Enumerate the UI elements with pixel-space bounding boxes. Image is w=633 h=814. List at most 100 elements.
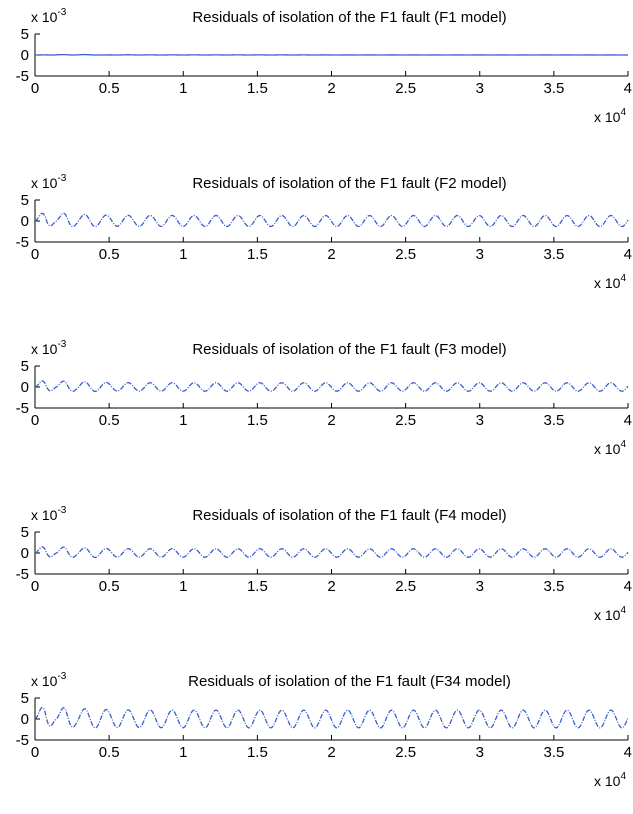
x-tick-label: 0: [31, 744, 39, 761]
x-tick-label: 3: [476, 246, 484, 263]
x-tick-label: 1: [179, 246, 187, 263]
x-tick-label: 0: [31, 412, 39, 429]
y-tick-label: 5: [21, 690, 29, 707]
x-scale-exponent: 4: [620, 273, 626, 284]
y-tick-label: 0: [21, 213, 29, 230]
x-tick-label: 3.5: [543, 412, 564, 429]
y-scale-exponent: -3: [57, 339, 66, 350]
y-tick-label: 5: [21, 26, 29, 43]
y-scale-label: x 10-3: [31, 671, 67, 689]
y-tick-label: -5: [16, 400, 29, 417]
x-scale-base: x 10: [594, 109, 621, 125]
y-scale-exponent: -3: [57, 173, 66, 184]
x-scale-label: x 104: [594, 605, 626, 623]
y-tick-label: 5: [21, 192, 29, 209]
x-tick-label: 2: [327, 578, 335, 595]
x-tick-label: 1: [179, 80, 187, 97]
y-tick-label: -5: [16, 234, 29, 251]
y-scale-label: x 10-3: [31, 173, 67, 191]
y-scale-label: x 10-3: [31, 7, 67, 25]
y-tick-label: 0: [21, 47, 29, 64]
x-tick-label: 0.5: [99, 744, 120, 761]
residual-series-line: [34, 212, 629, 228]
x-tick-label: 3.5: [543, 246, 564, 263]
x-scale-label: x 104: [594, 107, 626, 125]
subplot-5: Residuals of isolation of the F1 fault (…: [16, 671, 632, 789]
x-scale-label: x 104: [594, 439, 626, 457]
y-tick-label: -5: [16, 566, 29, 583]
chart-title: Residuals of isolation of the F1 fault (…: [192, 507, 506, 524]
x-tick-label: 3: [476, 412, 484, 429]
x-tick-label: 0.5: [99, 246, 120, 263]
chart-title: Residuals of isolation of the F1 fault (…: [188, 673, 511, 690]
x-tick-label: 4: [624, 80, 632, 97]
chart-title: Residuals of isolation of the F1 fault (…: [192, 175, 506, 192]
y-scale-exponent: -3: [57, 7, 66, 18]
y-tick-label: 5: [21, 358, 29, 375]
x-tick-label: 0.5: [99, 412, 120, 429]
subplot-2: Residuals of isolation of the F1 fault (…: [16, 173, 632, 291]
x-scale-label: x 104: [594, 273, 626, 291]
x-tick-label: 3.5: [543, 80, 564, 97]
x-tick-label: 3.5: [543, 744, 564, 761]
x-scale-base: x 10: [594, 275, 621, 291]
x-tick-label: 3: [476, 578, 484, 595]
x-tick-label: 4: [624, 412, 632, 429]
y-scale-base: x 10: [31, 175, 58, 191]
x-tick-label: 0: [31, 80, 39, 97]
x-tick-label: 0: [31, 578, 39, 595]
x-scale-base: x 10: [594, 607, 621, 623]
y-tick-label: -5: [16, 732, 29, 749]
y-tick-label: 0: [21, 545, 29, 562]
subplot-3: Residuals of isolation of the F1 fault (…: [16, 339, 632, 457]
x-tick-label: 2: [327, 744, 335, 761]
x-tick-label: 1: [179, 744, 187, 761]
x-tick-label: 4: [624, 744, 632, 761]
x-scale-exponent: 4: [620, 605, 626, 616]
x-scale-exponent: 4: [620, 107, 626, 118]
x-tick-label: 1.5: [247, 744, 268, 761]
y-scale-exponent: -3: [57, 505, 66, 516]
y-tick-label: 0: [21, 379, 29, 396]
x-tick-label: 0.5: [99, 578, 120, 595]
x-tick-label: 2.5: [395, 578, 416, 595]
y-tick-label: -5: [16, 68, 29, 85]
x-tick-label: 3: [476, 744, 484, 761]
x-tick-label: 3.5: [543, 578, 564, 595]
subplot-4: Residuals of isolation of the F1 fault (…: [16, 505, 632, 623]
x-tick-label: 2: [327, 246, 335, 263]
x-tick-label: 2.5: [395, 412, 416, 429]
x-scale-exponent: 4: [620, 771, 626, 782]
x-tick-label: 2.5: [395, 80, 416, 97]
y-scale-base: x 10: [31, 673, 58, 689]
chart-title: Residuals of isolation of the F1 fault (…: [192, 341, 506, 358]
x-scale-exponent: 4: [620, 439, 626, 450]
x-tick-label: 2: [327, 80, 335, 97]
y-scale-exponent: -3: [57, 671, 66, 682]
x-tick-label: 1.5: [247, 246, 268, 263]
x-tick-label: 1: [179, 578, 187, 595]
y-scale-base: x 10: [31, 9, 58, 25]
x-scale-label: x 104: [594, 771, 626, 789]
x-tick-label: 2.5: [395, 744, 416, 761]
y-scale-label: x 10-3: [31, 505, 67, 523]
y-scale-base: x 10: [31, 507, 58, 523]
x-tick-label: 4: [624, 578, 632, 595]
residual-series-line: [34, 380, 629, 393]
x-tick-label: 1: [179, 412, 187, 429]
x-tick-label: 1.5: [247, 80, 268, 97]
x-tick-label: 0: [31, 246, 39, 263]
y-tick-label: 0: [21, 711, 29, 728]
x-scale-base: x 10: [594, 441, 621, 457]
x-tick-label: 2.5: [395, 246, 416, 263]
x-tick-label: 0.5: [99, 80, 120, 97]
residual-series-line: [34, 546, 629, 559]
x-tick-label: 3: [476, 80, 484, 97]
y-tick-label: 5: [21, 524, 29, 541]
chart-title: Residuals of isolation of the F1 fault (…: [192, 9, 506, 26]
x-tick-label: 1.5: [247, 578, 268, 595]
subplot-1: Residuals of isolation of the F1 fault (…: [16, 7, 632, 125]
x-tick-label: 2: [327, 412, 335, 429]
y-scale-label: x 10-3: [31, 339, 67, 357]
